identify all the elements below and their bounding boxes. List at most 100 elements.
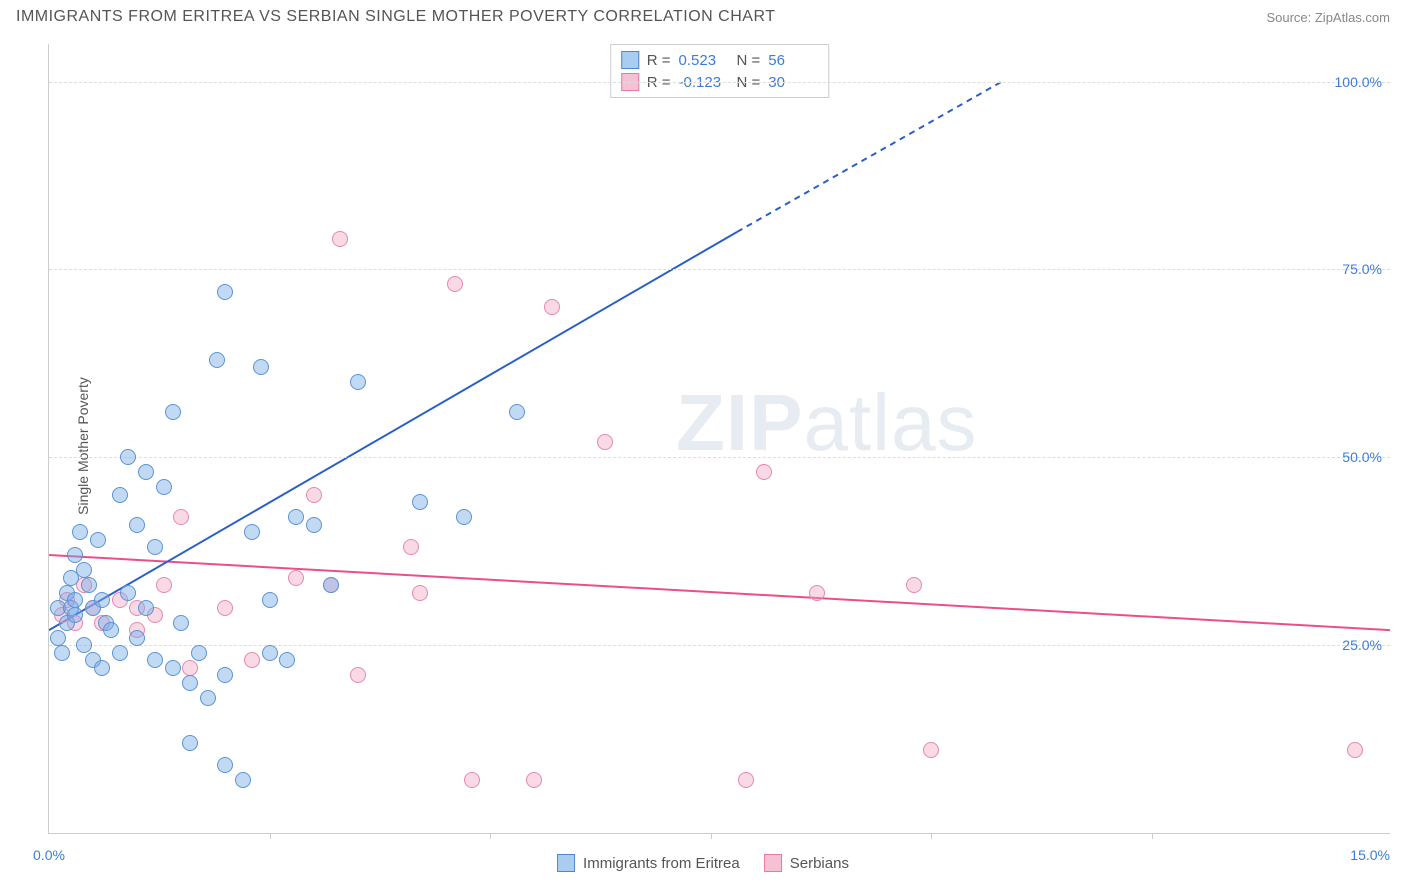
- data-point-pink: [597, 434, 613, 450]
- scatter-chart: ZIPatlas R = 0.523 N = 56 R = -0.123 N =…: [48, 44, 1390, 834]
- data-point-pink: [447, 276, 463, 292]
- data-point-blue: [235, 772, 251, 788]
- data-point-pink: [906, 577, 922, 593]
- x-tick: [490, 833, 491, 839]
- data-point-blue: [120, 449, 136, 465]
- x-tick: [931, 833, 932, 839]
- data-point-blue: [81, 577, 97, 593]
- x-tick-label-max: 15.0%: [1350, 847, 1390, 863]
- data-point-pink: [173, 509, 189, 525]
- gridline: [49, 457, 1390, 458]
- data-point-blue: [112, 645, 128, 661]
- chart-title: IMMIGRANTS FROM ERITREA VS SERBIAN SINGL…: [16, 8, 775, 26]
- n-value-blue: 56: [768, 52, 818, 69]
- legend-item-pink: Serbians: [764, 854, 849, 872]
- data-point-pink: [412, 585, 428, 601]
- chart-header: IMMIGRANTS FROM ERITREA VS SERBIAN SINGL…: [0, 0, 1406, 30]
- data-point-blue: [67, 607, 83, 623]
- data-point-blue: [165, 404, 181, 420]
- data-point-pink: [403, 539, 419, 555]
- data-point-blue: [182, 735, 198, 751]
- data-point-blue: [217, 757, 233, 773]
- x-tick: [270, 833, 271, 839]
- data-point-pink: [332, 231, 348, 247]
- r-value-blue: 0.523: [679, 52, 729, 69]
- legend-label-blue: Immigrants from Eritrea: [583, 855, 740, 872]
- data-point-blue: [120, 585, 136, 601]
- data-point-pink: [526, 772, 542, 788]
- data-point-blue: [412, 494, 428, 510]
- data-point-blue: [262, 645, 278, 661]
- data-point-blue: [147, 539, 163, 555]
- legend-swatch-pink: [764, 854, 782, 872]
- data-point-blue: [279, 652, 295, 668]
- stats-row-blue: R = 0.523 N = 56: [621, 49, 819, 71]
- r-label-blue: R =: [647, 52, 671, 69]
- data-point-pink: [464, 772, 480, 788]
- data-point-blue: [129, 517, 145, 533]
- bottom-legend: Immigrants from Eritrea Serbians: [557, 854, 849, 872]
- data-point-pink: [156, 577, 172, 593]
- y-tick-label: 50.0%: [1342, 449, 1382, 465]
- data-point-pink: [182, 660, 198, 676]
- data-point-blue: [217, 284, 233, 300]
- source-attribution: Source: ZipAtlas.com: [1266, 10, 1390, 25]
- stats-legend-box: R = 0.523 N = 56 R = -0.123 N = 30: [610, 44, 830, 98]
- y-tick-label: 75.0%: [1342, 261, 1382, 277]
- data-point-blue: [253, 359, 269, 375]
- data-point-blue: [54, 645, 70, 661]
- data-point-blue: [509, 404, 525, 420]
- data-point-blue: [306, 517, 322, 533]
- data-point-pink: [306, 487, 322, 503]
- data-point-blue: [288, 509, 304, 525]
- data-point-pink: [244, 652, 260, 668]
- data-point-blue: [76, 637, 92, 653]
- gridline: [49, 82, 1390, 83]
- x-tick: [1152, 833, 1153, 839]
- data-point-pink: [288, 570, 304, 586]
- legend-item-blue: Immigrants from Eritrea: [557, 854, 740, 872]
- data-point-blue: [182, 675, 198, 691]
- data-point-pink: [809, 585, 825, 601]
- watermark-bold: ZIP: [676, 378, 803, 467]
- data-point-blue: [456, 509, 472, 525]
- data-point-blue: [244, 524, 260, 540]
- x-tick: [711, 833, 712, 839]
- data-point-pink: [756, 464, 772, 480]
- legend-swatch-blue: [557, 854, 575, 872]
- source-name: ZipAtlas.com: [1315, 10, 1390, 25]
- data-point-blue: [209, 352, 225, 368]
- watermark: ZIPatlas: [676, 377, 977, 469]
- data-point-blue: [138, 464, 154, 480]
- n-label-blue: N =: [737, 52, 761, 69]
- data-point-blue: [173, 615, 189, 631]
- data-point-pink: [738, 772, 754, 788]
- data-point-pink: [923, 742, 939, 758]
- data-point-blue: [147, 652, 163, 668]
- data-point-blue: [350, 374, 366, 390]
- gridline: [49, 269, 1390, 270]
- data-point-pink: [217, 600, 233, 616]
- data-point-blue: [76, 562, 92, 578]
- watermark-light: atlas: [804, 378, 978, 467]
- data-point-pink: [544, 299, 560, 315]
- data-point-blue: [67, 592, 83, 608]
- data-point-blue: [112, 487, 128, 503]
- data-point-blue: [200, 690, 216, 706]
- y-tick-label: 100.0%: [1335, 74, 1382, 90]
- y-tick-label: 25.0%: [1342, 637, 1382, 653]
- data-point-blue: [262, 592, 278, 608]
- data-point-blue: [165, 660, 181, 676]
- data-point-blue: [50, 630, 66, 646]
- data-point-pink: [1347, 742, 1363, 758]
- data-point-blue: [138, 600, 154, 616]
- data-point-blue: [191, 645, 207, 661]
- data-point-blue: [67, 547, 83, 563]
- data-point-blue: [129, 630, 145, 646]
- data-point-blue: [90, 532, 106, 548]
- x-tick-label-min: 0.0%: [33, 847, 65, 863]
- data-point-blue: [217, 667, 233, 683]
- data-point-blue: [156, 479, 172, 495]
- data-point-blue: [103, 622, 119, 638]
- trend-lines: [49, 44, 1390, 833]
